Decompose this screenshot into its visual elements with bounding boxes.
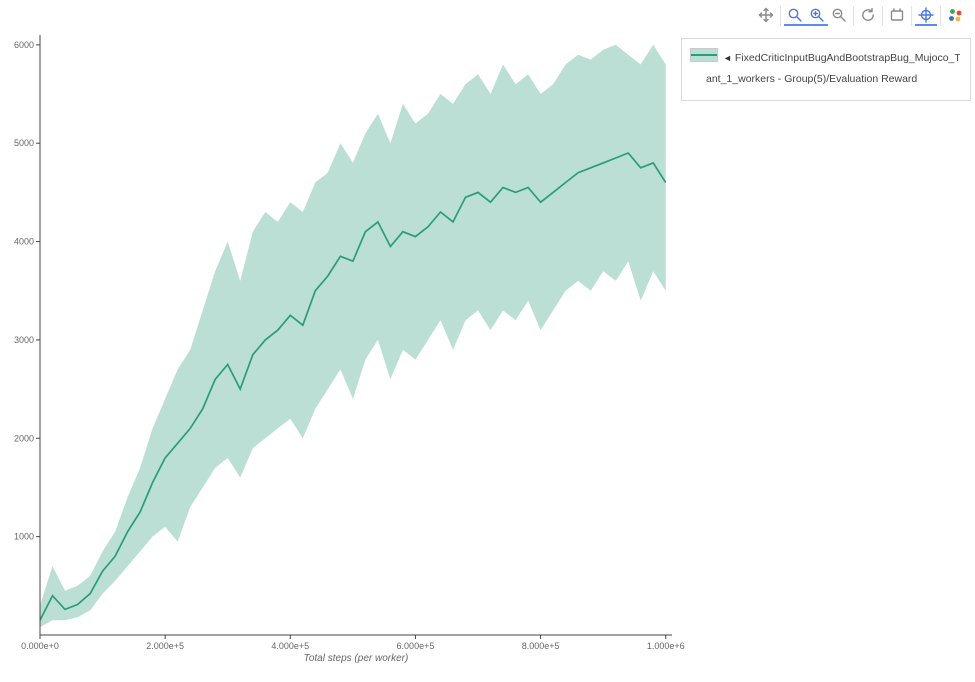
- plot-area[interactable]: 0.000e+0 2.000e+5 4.000e+5 6.000e+5 8.000e+5…: [0, 0, 700, 673]
- y-tick-label: 6000: [14, 40, 34, 50]
- legend-toggle-icon[interactable]: ◄: [723, 53, 732, 64]
- legend-box: ◄ FixedCriticInputBugAndBootstrapBug_Muj…: [681, 38, 971, 101]
- y-tick-label: 4000: [14, 237, 34, 247]
- zoom-out-icon[interactable]: [828, 6, 850, 26]
- axes: [36, 35, 672, 639]
- toggle-spikelines-icon[interactable]: [915, 6, 937, 26]
- mean-line: [39, 151, 667, 621]
- legend-label-line1: FixedCriticInputBugAndBootstrapBug_Mujoc…: [734, 52, 960, 64]
- legend-item[interactable]: ◄ FixedCriticInputBugAndBootstrapBug_Muj…: [690, 48, 960, 70]
- x-tick-label: 0.000e+0: [21, 641, 59, 651]
- y-tick-label: 2000: [14, 433, 34, 443]
- y-tick-label: 1000: [14, 532, 34, 542]
- autoscale-icon[interactable]: [857, 6, 879, 26]
- x-tick-label: 4.000e+5: [271, 641, 309, 651]
- x-tick-label: 8.000e+5: [522, 641, 560, 651]
- tick-labels: 0.000e+0 2.000e+5 4.000e+5 6.000e+5 8.000e+5…: [14, 40, 685, 651]
- mean-line-path: [39, 151, 667, 621]
- legend-label-line2: ant_1_workers - Group(5)/Evaluation Rewa…: [706, 72, 918, 85]
- pan-icon[interactable]: [755, 6, 777, 26]
- x-tick-label: 6.000e+5: [397, 641, 435, 651]
- reset-axes-icon[interactable]: [886, 6, 908, 26]
- zoom-in-icon[interactable]: [806, 6, 828, 26]
- y-tick-label: 5000: [14, 138, 34, 148]
- band-path: [40, 44, 666, 628]
- box-zoom-icon[interactable]: [784, 6, 806, 26]
- y-tick-label: 3000: [14, 335, 34, 345]
- chart-svg[interactable]: 0.000e+0 2.000e+5 4.000e+5 6.000e+5 8.000e+5…: [0, 0, 700, 668]
- plotly-modebar: [752, 6, 969, 26]
- x-axis-title: Total steps (per worker): [304, 653, 409, 664]
- x-tick-label: 2.000e+5: [146, 641, 184, 651]
- plotly-logo-icon[interactable]: [944, 6, 966, 26]
- x-tick-label: 1.000e+6: [647, 641, 685, 651]
- confidence-band: [40, 44, 666, 628]
- legend-swatch: [690, 48, 718, 70]
